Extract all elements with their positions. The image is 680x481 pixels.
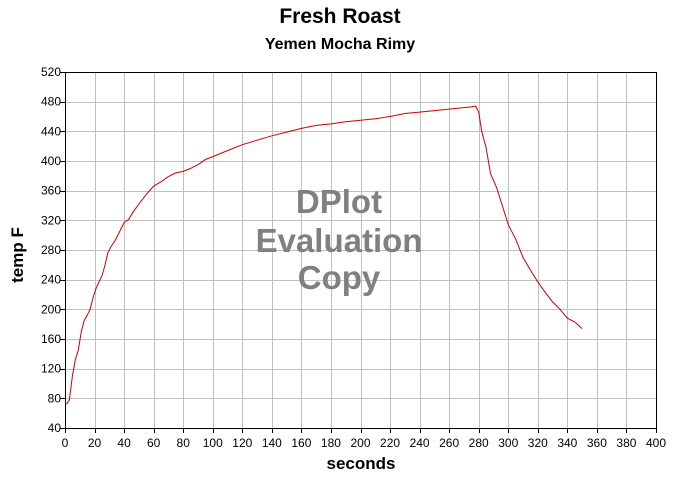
x-tick-label: 100	[203, 436, 223, 450]
y-axis-label: temp F	[8, 227, 27, 283]
x-tick-label: 20	[88, 436, 102, 450]
x-tick-label: 80	[177, 436, 191, 450]
y-tick-label: 160	[41, 332, 61, 346]
temperature-line	[66, 105, 583, 405]
y-tick-label: 80	[48, 391, 62, 405]
y-tick-label: 280	[41, 243, 61, 257]
chart-subtitle: Yemen Mocha Rimy	[264, 36, 416, 53]
y-tick-label: 240	[41, 273, 61, 287]
y-axis-ticks: 40 80 120 160 200 240 280 320 360 400 440 480 520	[41, 65, 65, 435]
x-tick-label: 260	[439, 436, 459, 450]
x-tick-label: 360	[587, 436, 607, 450]
x-tick-label: 60	[147, 436, 161, 450]
watermark-line-3: Copy	[298, 259, 381, 296]
x-tick-label: 200	[350, 436, 370, 450]
x-tick-label: 400	[646, 436, 666, 450]
x-axis-label: seconds	[326, 454, 396, 473]
x-tick-label: 240	[410, 436, 430, 450]
x-tick-label: 180	[321, 436, 341, 450]
y-tick-label: 120	[41, 362, 61, 376]
x-tick-label: 160	[291, 436, 311, 450]
x-tick-label: 340	[557, 436, 577, 450]
x-tick-label: 0	[62, 436, 69, 450]
y-tick-label: 40	[48, 421, 62, 435]
grid-lines	[65, 72, 657, 429]
x-axis-ticks: 0 20 40 60 80 100 120 140 160 180 200 220 240 260 280 3…	[62, 428, 666, 450]
x-tick-label: 320	[528, 436, 548, 450]
watermark-line-2: Evaluation	[256, 222, 423, 259]
chart-title: Fresh Roast	[279, 5, 401, 28]
x-tick-label: 40	[117, 436, 131, 450]
y-tick-label: 320	[41, 213, 61, 227]
y-tick-label: 200	[41, 302, 61, 316]
x-tick-label: 300	[498, 436, 518, 450]
y-tick-label: 520	[41, 65, 61, 79]
watermark: DPlot Evaluation Copy	[256, 183, 423, 296]
y-tick-label: 400	[41, 154, 61, 168]
y-tick-label: 360	[41, 184, 61, 198]
x-tick-label: 120	[232, 436, 252, 450]
x-tick-label: 140	[262, 436, 282, 450]
x-tick-label: 380	[616, 436, 636, 450]
x-tick-label: 220	[380, 436, 400, 450]
watermark-line-1: DPlot	[296, 183, 382, 220]
y-tick-label: 480	[41, 95, 61, 109]
x-tick-label: 280	[469, 436, 489, 450]
y-tick-label: 440	[41, 124, 61, 138]
